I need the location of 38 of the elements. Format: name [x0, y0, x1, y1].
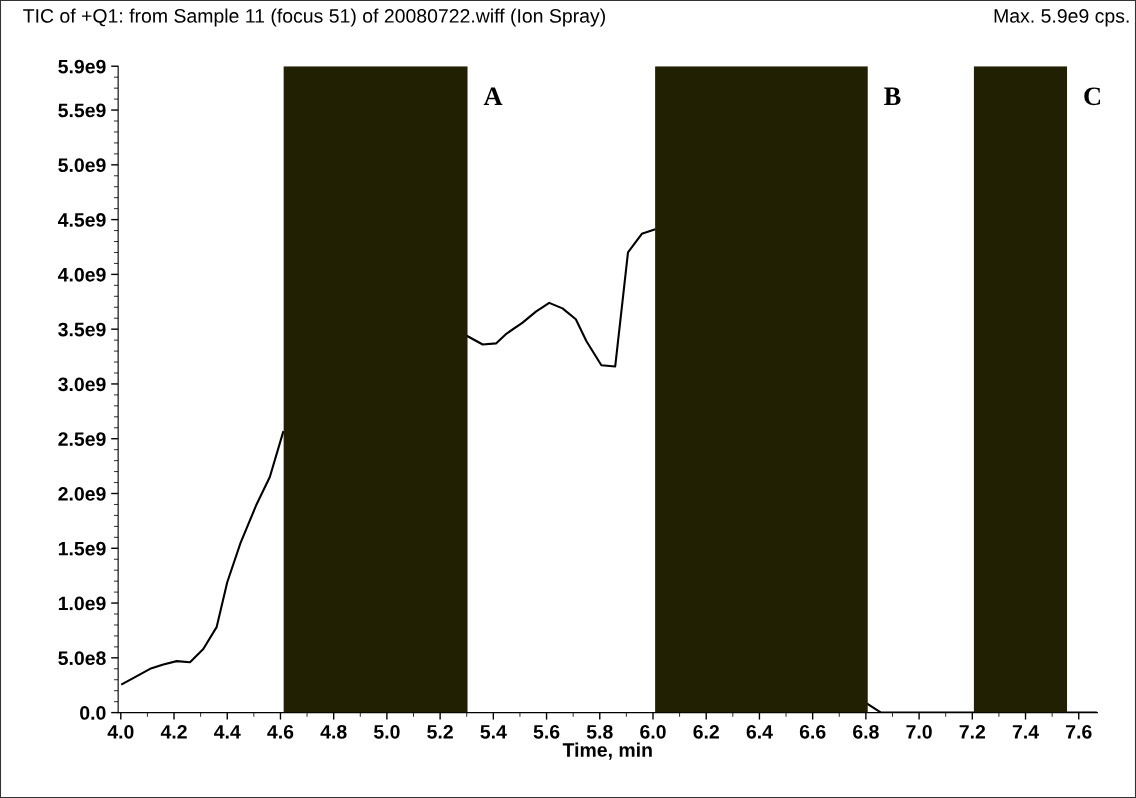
x-tick-label: 5.0 — [373, 724, 400, 739]
y-tick-label: 0.0 — [80, 706, 106, 720]
x-tick-label: 7.4 — [1012, 725, 1039, 739]
x-tick-label: 7.6 — [1066, 724, 1092, 739]
band-label: B — [884, 87, 901, 105]
y-tick-label: 3.0e9 — [58, 377, 106, 392]
y-tick-label: 1.0e9 — [58, 596, 106, 611]
text: Max. 5.9e9 cps. — [994, 9, 1129, 27]
x-tick-label: 6.4 — [746, 724, 773, 739]
x-tick-label: 4.8 — [320, 724, 347, 739]
y-tick-label: 5.9e9 — [58, 59, 106, 74]
x-tick-label: 5.6 — [533, 724, 560, 739]
x-tick-label: 7.0 — [906, 724, 932, 739]
x-tick-label: 5.4 — [480, 725, 507, 739]
x-tick-label: 4.0 — [107, 724, 134, 739]
y-tick-label: 3.5e9 — [58, 322, 106, 337]
y-tick-label: 5.0e9 — [58, 158, 106, 173]
band-label: A — [483, 87, 503, 105]
x-tick-label: 4.2 — [160, 724, 187, 739]
y-tick-label: 4.5e9 — [57, 213, 106, 227]
x-tick-label: 6.8 — [853, 724, 879, 739]
chart-title: TIC of +Q1: from Sample 11 (focus 51) of 20080722.wiff (Ion Spray) — [23, 8, 605, 27]
y-tick-label: 4.0e9 — [57, 267, 106, 282]
x-tick-label: 6.2 — [693, 724, 719, 739]
y-tick-label: 5.5e9 — [58, 103, 106, 118]
x-tick-label: 4.4 — [214, 725, 241, 739]
y-tick-label: 2.0e9 — [58, 486, 106, 501]
x-tick-label: 5.2 — [427, 724, 453, 739]
band-label: C — [1084, 87, 1101, 106]
x-tick-label: 6.6 — [799, 724, 826, 739]
x-axis-title: Time, min — [562, 742, 652, 760]
x-tick-label: 4.6 — [267, 724, 294, 739]
x-tick-label: 6.0 — [640, 724, 666, 739]
y-tick-label: 1.5e9 — [58, 541, 106, 556]
x-tick-label: 5.8 — [586, 724, 613, 739]
y-tick-label: 2.5e9 — [58, 432, 106, 446]
x-tick-label: 7.2 — [959, 724, 986, 739]
y-tick-label: 5.0e8 — [58, 651, 106, 666]
